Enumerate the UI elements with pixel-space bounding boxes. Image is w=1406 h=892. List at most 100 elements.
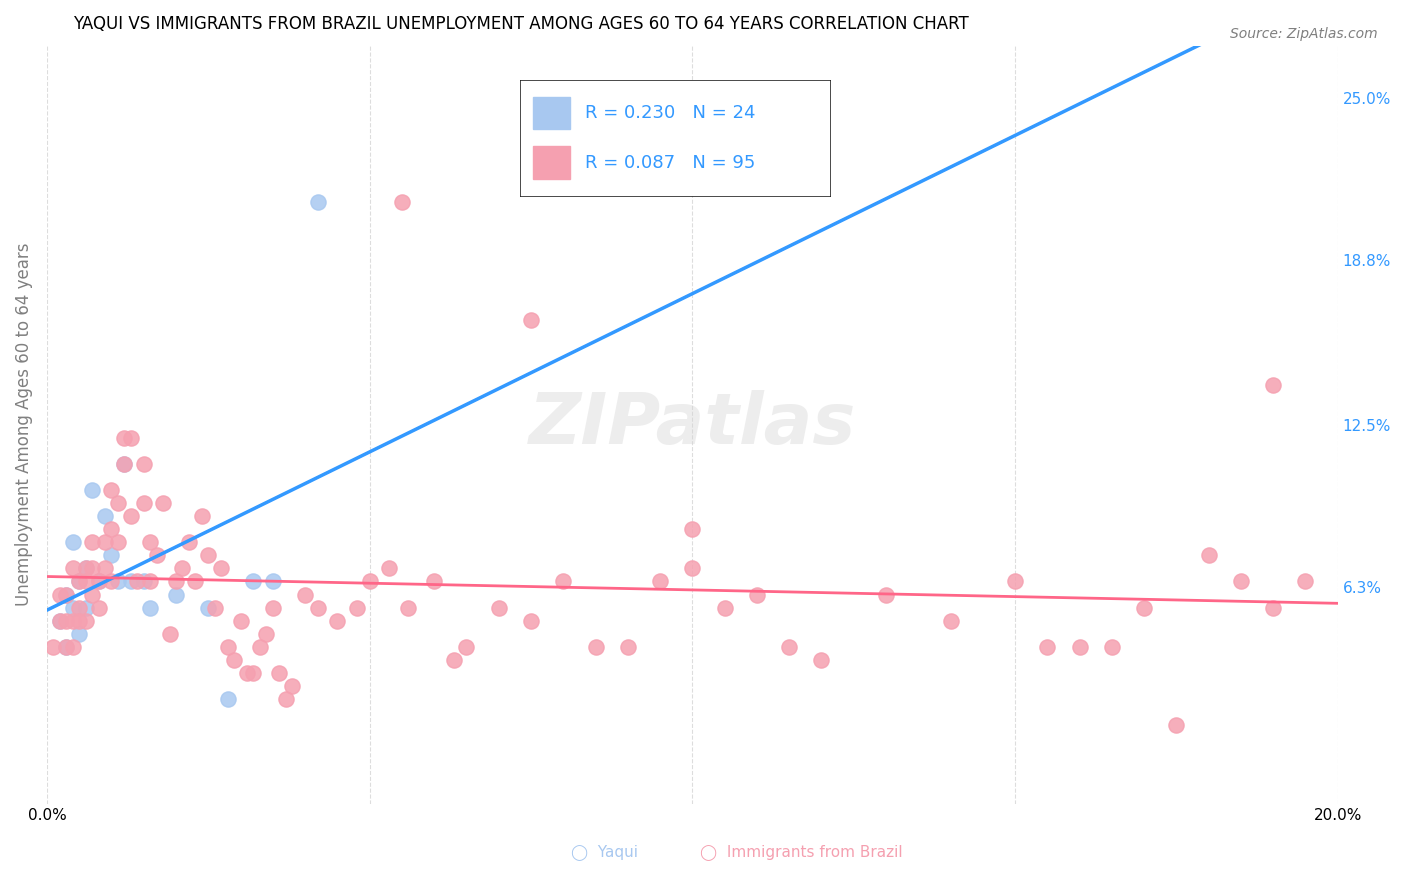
Point	[172, 561, 194, 575]
Text: ZIPatlas: ZIPatlas	[529, 390, 856, 459]
Point	[55, 640, 77, 654]
Point	[112, 457, 135, 471]
Point	[1069, 640, 1091, 654]
Point	[236, 665, 259, 680]
Point	[1230, 574, 1253, 589]
Point	[520, 614, 543, 628]
Point	[209, 561, 232, 575]
Point	[1101, 640, 1123, 654]
Point	[553, 574, 575, 589]
Point	[307, 600, 329, 615]
Point	[139, 574, 162, 589]
Point	[242, 574, 264, 589]
Point	[139, 535, 162, 549]
Point	[55, 588, 77, 602]
Point	[100, 574, 122, 589]
Point	[177, 535, 200, 549]
Point	[294, 588, 316, 602]
Point	[1198, 549, 1220, 563]
Bar	[533, 96, 569, 129]
Point	[67, 614, 90, 628]
Text: R = 0.230   N = 24: R = 0.230 N = 24	[585, 103, 755, 121]
Point	[197, 600, 219, 615]
Point	[681, 522, 703, 536]
Point	[274, 692, 297, 706]
Point	[648, 574, 671, 589]
Point	[55, 588, 77, 602]
Point	[67, 626, 90, 640]
Point	[1133, 600, 1156, 615]
Point	[254, 626, 277, 640]
Point	[75, 574, 97, 589]
Point	[120, 431, 142, 445]
Point	[55, 614, 77, 628]
Point	[1036, 640, 1059, 654]
Point	[139, 600, 162, 615]
Point	[87, 600, 110, 615]
Point	[269, 665, 291, 680]
Point	[1263, 600, 1285, 615]
Point	[939, 614, 962, 628]
Point	[145, 549, 167, 563]
Point	[184, 574, 207, 589]
Point	[127, 574, 149, 589]
Point	[456, 640, 478, 654]
Point	[62, 561, 84, 575]
Point	[107, 496, 129, 510]
Point	[217, 640, 239, 654]
Point	[75, 561, 97, 575]
Point	[62, 600, 84, 615]
Point	[391, 195, 413, 210]
Point	[165, 574, 187, 589]
Point	[359, 574, 381, 589]
Point	[100, 522, 122, 536]
Point	[107, 574, 129, 589]
Point	[396, 600, 419, 615]
Point	[42, 640, 65, 654]
Bar	[533, 146, 569, 178]
Point	[112, 457, 135, 471]
Point	[778, 640, 800, 654]
Point	[346, 600, 368, 615]
Point	[80, 561, 103, 575]
Point	[80, 535, 103, 549]
Point	[112, 431, 135, 445]
Point	[62, 614, 84, 628]
Y-axis label: Unemployment Among Ages 60 to 64 years: Unemployment Among Ages 60 to 64 years	[15, 243, 32, 607]
Point	[520, 313, 543, 327]
Point	[262, 600, 284, 615]
Point	[1166, 718, 1188, 732]
Point	[67, 600, 90, 615]
Point	[55, 640, 77, 654]
Point	[152, 496, 174, 510]
Text: YAQUI VS IMMIGRANTS FROM BRAZIL UNEMPLOYMENT AMONG AGES 60 TO 64 YEARS CORRELATI: YAQUI VS IMMIGRANTS FROM BRAZIL UNEMPLOY…	[73, 15, 969, 33]
Point	[165, 588, 187, 602]
Point	[49, 614, 72, 628]
Point	[67, 574, 90, 589]
Point	[107, 535, 129, 549]
Point	[242, 665, 264, 680]
Point	[94, 509, 117, 524]
Point	[49, 614, 72, 628]
Point	[443, 653, 465, 667]
Point	[585, 640, 607, 654]
Point	[488, 600, 510, 615]
Text: ◯  Immigrants from Brazil: ◯ Immigrants from Brazil	[700, 845, 903, 860]
Point	[132, 457, 155, 471]
Point	[191, 509, 214, 524]
Point	[1004, 574, 1026, 589]
Point	[120, 509, 142, 524]
Point	[745, 588, 768, 602]
Text: Source: ZipAtlas.com: Source: ZipAtlas.com	[1230, 27, 1378, 41]
Point	[810, 653, 832, 667]
Point	[80, 588, 103, 602]
Point	[713, 600, 735, 615]
Point	[100, 549, 122, 563]
Point	[378, 561, 401, 575]
Point	[49, 588, 72, 602]
Point	[875, 588, 897, 602]
Point	[1295, 574, 1317, 589]
Point	[423, 574, 446, 589]
Point	[75, 561, 97, 575]
Point	[67, 574, 90, 589]
